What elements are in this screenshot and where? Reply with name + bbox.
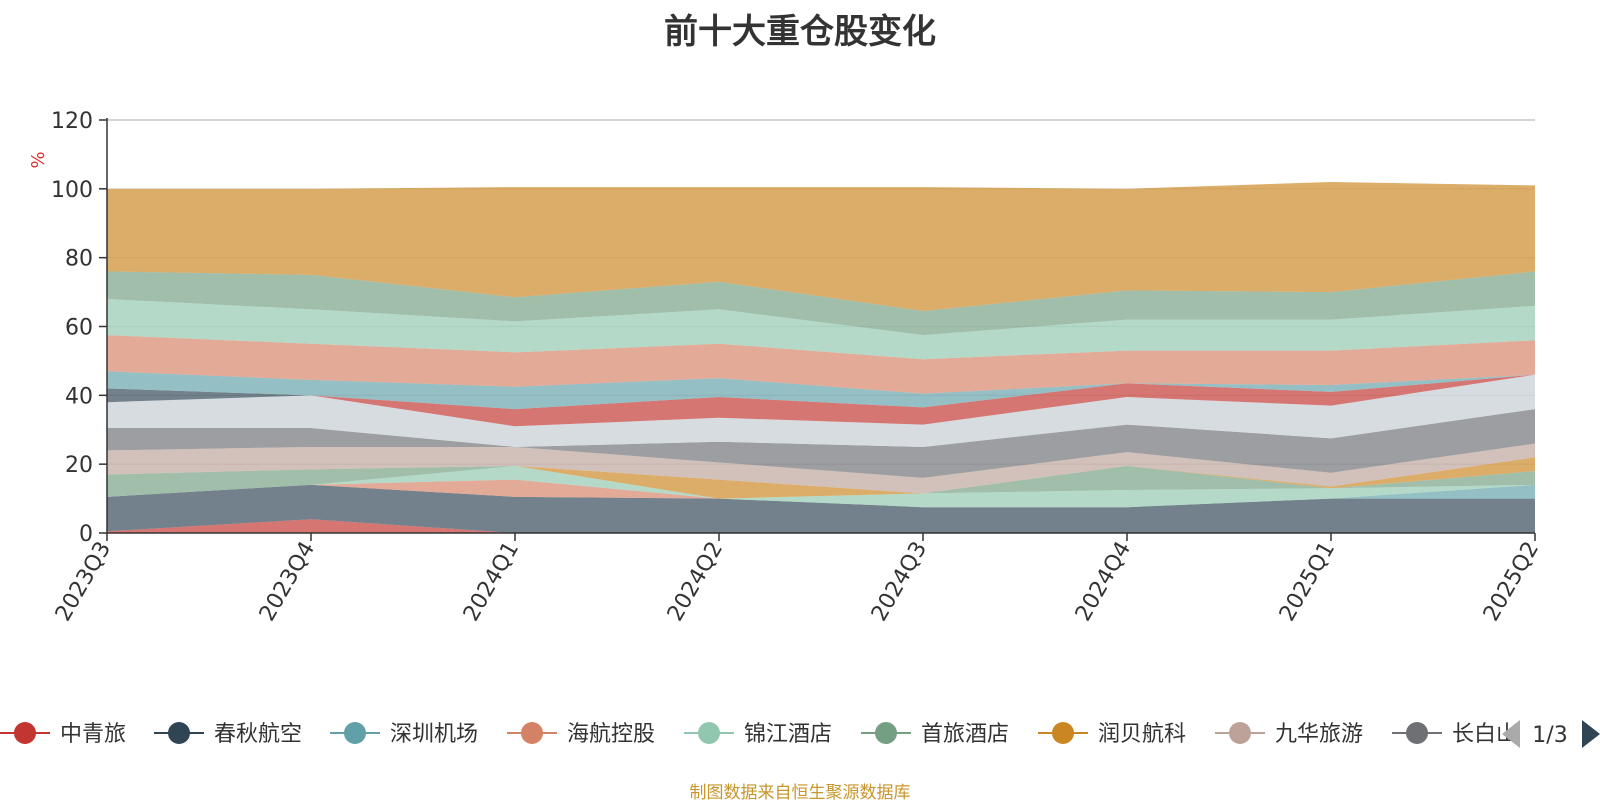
area-series-10: [107, 374, 1535, 447]
legend-marker-icon: [1406, 722, 1428, 744]
legend-item[interactable]: 海航控股: [507, 722, 655, 747]
area-series: [107, 181, 1535, 533]
x-tick-label: 2024Q1: [459, 538, 524, 626]
legend-label: 海航控股: [567, 722, 655, 747]
legend-label: 锦江酒店: [744, 722, 832, 747]
legend-marker-icon: [875, 722, 897, 744]
legend-item[interactable]: 锦江酒店: [684, 722, 832, 747]
area-series-11: [107, 374, 1535, 427]
legend-label: 春秋航空: [214, 722, 302, 747]
legend-marker-icon: [344, 722, 366, 744]
source-note: 制图数据来自恒生聚源数据库: [689, 783, 911, 803]
legend-item[interactable]: 长白山: [1392, 722, 1518, 747]
area-series-2: [107, 484, 1535, 533]
y-axis-label: %: [28, 151, 49, 168]
legend-marker-icon: [14, 722, 36, 744]
area-series-5: [107, 465, 1535, 508]
legend-item[interactable]: 春秋航空: [154, 722, 302, 747]
legend-label: 九华旅游: [1275, 722, 1363, 747]
x-tick-label: 2025Q1: [1275, 538, 1340, 626]
legend-label: 首旅酒店: [921, 722, 1009, 747]
legend-item[interactable]: 润贝航科: [1038, 722, 1186, 747]
legend: 中青旅 春秋航空 深圳机场 海航控股 锦江酒店 首旅酒店 润贝航科 九华旅游 长白山: [0, 722, 1518, 747]
legend-label: 深圳机场: [390, 722, 478, 747]
area-series-13: [107, 371, 1535, 410]
legend-pager: 1/3: [1502, 720, 1600, 748]
y-tick-label: 40: [65, 384, 93, 409]
area-series-17: [107, 181, 1535, 312]
y-tick-label: 20: [65, 453, 93, 478]
legend-item[interactable]: 九华旅游: [1215, 722, 1363, 747]
x-tick-label: 2024Q2: [663, 538, 728, 626]
legend-marker-icon: [1229, 722, 1251, 744]
legend-marker-icon: [168, 722, 190, 744]
legend-label: 润贝航科: [1098, 722, 1186, 747]
legend-item[interactable]: 深圳机场: [330, 722, 478, 747]
x-tick-label: 2025Q2: [1479, 538, 1544, 626]
area-series-1: [107, 519, 1535, 533]
area-series-16: [107, 271, 1535, 336]
y-tick-label: 0: [79, 522, 93, 547]
legend-prev-icon[interactable]: [1502, 720, 1520, 748]
y-tick-label: 60: [65, 316, 93, 341]
legend-marker-icon: [1052, 722, 1074, 744]
legend-label: 中青旅: [60, 722, 126, 747]
legend-page-indicator: 1/3: [1532, 723, 1567, 748]
legend-item[interactable]: 中青旅: [0, 722, 126, 747]
y-tick-label: 100: [51, 178, 93, 203]
chart-title: 前十大重仓股变化: [664, 12, 936, 52]
area-series-15: [107, 298, 1535, 360]
legend-item[interactable]: 首旅酒店: [861, 722, 1009, 747]
area-series-8: [107, 443, 1535, 494]
x-tick-label: 2024Q4: [1071, 538, 1136, 626]
legend-marker-icon: [698, 722, 720, 744]
area-series-14: [107, 335, 1535, 394]
area-series-4: [107, 479, 1535, 508]
legend-marker-icon: [521, 722, 543, 744]
x-tick-label: 2023Q3: [51, 538, 116, 626]
area-series-6: [107, 465, 1535, 499]
area-series-9: [107, 409, 1535, 478]
x-tick-label: 2023Q4: [255, 538, 320, 626]
legend-next-icon[interactable]: [1582, 720, 1600, 748]
y-tick-label: 80: [65, 247, 93, 272]
area-series-7: [107, 457, 1535, 499]
y-tick-label: 120: [51, 109, 93, 134]
x-tick-label: 2024Q3: [867, 538, 932, 626]
